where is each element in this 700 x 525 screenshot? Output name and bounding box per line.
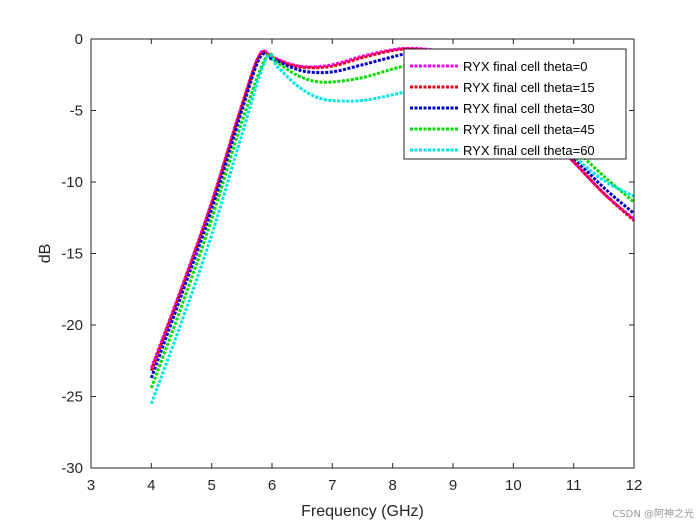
y-tick-label: -10	[61, 174, 83, 191]
x-tick-label: 7	[328, 477, 336, 494]
legend: RYX final cell theta=0 RYX final cell the…	[403, 48, 627, 160]
legend-label: RYX final cell theta=0	[463, 59, 587, 74]
legend-label: RYX final cell theta=15	[463, 80, 595, 95]
x-axis-label: Frequency (GHz)	[301, 503, 424, 520]
y-tick-label: -25	[61, 389, 83, 406]
x-tick-label: 4	[147, 477, 155, 494]
y-tick-label: -30	[61, 460, 83, 477]
legend-box	[403, 48, 627, 160]
legend-label: RYX final cell theta=45	[463, 122, 595, 137]
x-tick-label: 6	[268, 477, 276, 494]
legend-label: RYX final cell theta=30	[463, 101, 595, 116]
y-tick-label: -5	[70, 103, 83, 120]
y-tick-label: -15	[61, 246, 83, 263]
series-line-3	[149, 52, 635, 389]
series-line-4	[149, 53, 635, 405]
x-tick-label: 8	[388, 477, 396, 494]
x-tick-label: 5	[207, 477, 215, 494]
x-tick-label: 3	[87, 477, 95, 494]
tick-layer: 3 4 5 6 7 8 9 10 11 12 0 -5 -10 -15 -20 -25 -30	[61, 31, 642, 494]
x-tick-label: 9	[449, 477, 457, 494]
x-tick-label: 10	[505, 477, 522, 494]
y-tick-label: -20	[61, 317, 83, 334]
y-axis-label: dB	[37, 244, 54, 264]
legend-label: RYX final cell theta=60	[463, 143, 595, 158]
x-tick-label: 11	[566, 477, 582, 494]
legend-items: RYX final cell theta=0 RYX final cell the…	[410, 59, 595, 158]
x-tick-label: 12	[626, 477, 643, 494]
watermark-text: CSDN @阿神之光	[612, 507, 694, 520]
y-tick-label: 0	[75, 31, 83, 48]
